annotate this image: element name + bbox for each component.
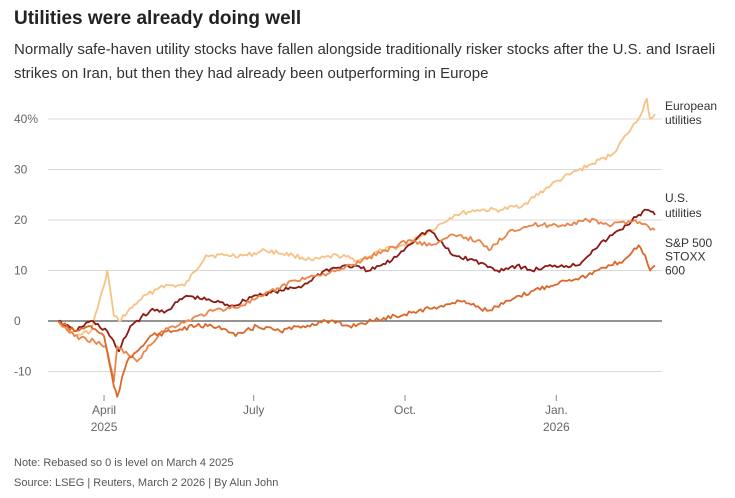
- series-label: S&P 500: [665, 236, 712, 250]
- series-line-3: [57, 244, 656, 398]
- y-tick-label: 20: [14, 213, 28, 227]
- x-tick-label: Oct.: [394, 403, 416, 417]
- series-label: STOXX: [665, 249, 705, 263]
- chart-title: Utilities were already doing well: [14, 8, 302, 29]
- y-tick-label: 40%: [14, 112, 38, 126]
- series-label: 600: [665, 263, 685, 277]
- y-tick-label: 10: [14, 264, 28, 278]
- x-tick-sublabel: 2025: [91, 420, 118, 434]
- y-tick-label: -10: [14, 365, 32, 379]
- series-label: U.S.: [665, 191, 688, 205]
- series-line-0: [57, 97, 656, 337]
- x-tick-label: July: [243, 403, 264, 417]
- series-line-1: [57, 208, 656, 353]
- x-tick-label: Jan.: [545, 403, 568, 417]
- series-label: utilities: [665, 206, 702, 220]
- series-line-2: [57, 217, 656, 383]
- series-label: utilities: [665, 113, 702, 127]
- x-tick-sublabel: 2026: [543, 420, 570, 434]
- chart-source: Source: LSEG | Reuters, March 2 2026 | B…: [14, 477, 279, 489]
- chart-note: Note: Rebased so 0 is level on March 4 2…: [14, 457, 234, 469]
- series-label: European: [665, 99, 717, 113]
- y-tick-label: 30: [14, 163, 28, 177]
- x-tick-label: April: [92, 403, 116, 417]
- y-tick-label: 0: [14, 314, 21, 328]
- chart-subtitle: Normally safe-haven utility stocks have …: [14, 41, 716, 82]
